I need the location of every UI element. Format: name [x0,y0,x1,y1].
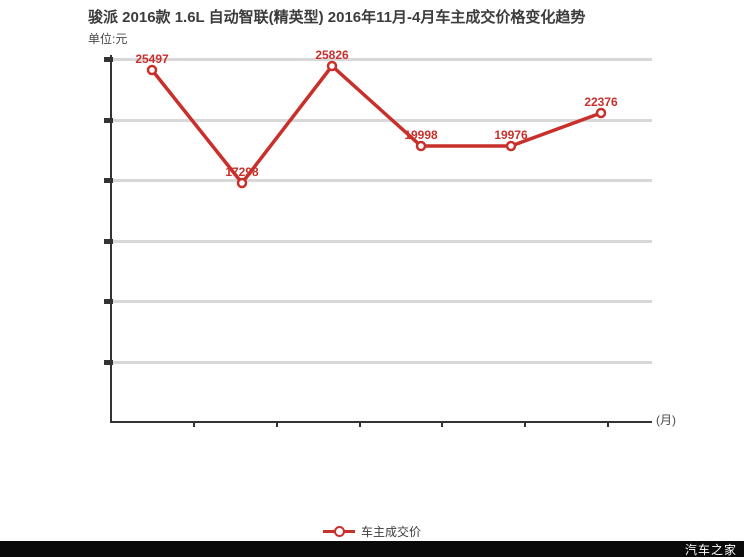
x-axis-tick [607,423,609,427]
y-axis-tick [104,117,113,123]
y-gridline [113,58,652,61]
data-point-marker [505,140,517,152]
x-axis-line [110,421,652,423]
data-point-marker [595,107,607,119]
y-axis-tick [104,57,113,62]
data-point-label: 22376 [584,95,618,109]
data-point-label: 19976 [494,128,528,142]
y-axis-tick [104,359,113,365]
data-point-label: 25497 [135,52,169,66]
y-gridline [113,118,652,122]
data-point-label: 25826 [315,48,349,62]
data-point-label: 17298 [225,165,259,179]
footer-bar: 汽车之家 [0,541,744,557]
unit-label: 单位:元 [88,32,128,46]
x-axis-tick [276,423,278,427]
y-gridline [113,300,652,303]
y-gridline [113,179,652,182]
x-axis-tick [193,423,195,427]
chart-title: 骏派 2016款 1.6L 自动智联(精英型) 2016年11月-4月车主成交价… [88,9,586,26]
data-point-marker [326,60,338,72]
x-axis-tick [441,423,443,427]
y-axis-tick [104,299,113,304]
price-trend-line [150,63,602,186]
data-point-marker [146,64,158,76]
data-point-marker [415,140,427,152]
y-axis-tick [104,178,113,183]
x-axis-tick [524,423,526,427]
x-axis-unit-label: (月) [656,413,676,427]
y-gridline [113,239,652,243]
autohome-watermark: 汽车之家 [684,542,737,557]
legend-line-marker-icon [322,525,355,537]
x-axis-tick [359,423,361,427]
data-point-label: 19998 [404,128,438,142]
y-axis-tick [104,238,113,244]
chart-legend: 车主成交价 [0,521,744,541]
y-gridline [113,360,652,364]
legend-label: 车主成交价 [360,524,421,539]
